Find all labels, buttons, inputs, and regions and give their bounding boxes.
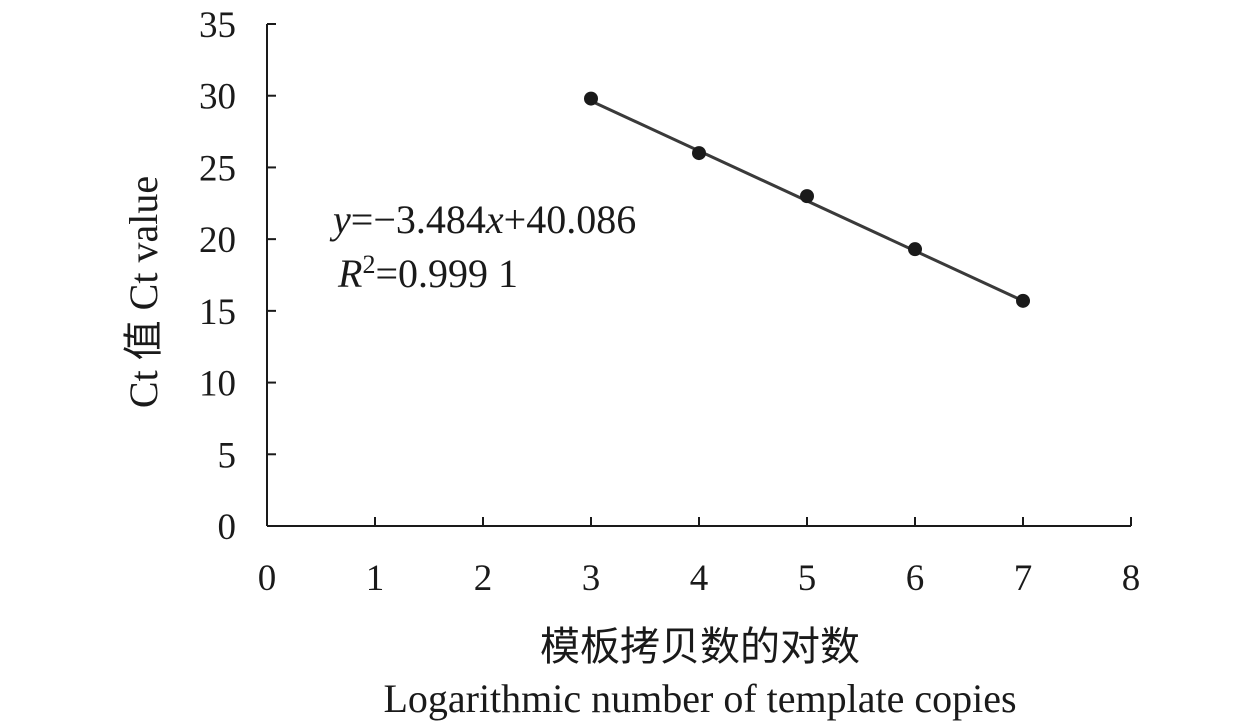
x-tick-label: 5 bbox=[798, 558, 817, 599]
data-point bbox=[1016, 293, 1030, 308]
r2-var: R bbox=[337, 251, 362, 296]
x-tick-label: 8 bbox=[1122, 558, 1141, 599]
data-point bbox=[584, 91, 598, 106]
eq-intercept-part: +40.086 bbox=[504, 197, 637, 242]
data-point bbox=[800, 189, 814, 204]
x-tick-label: 4 bbox=[690, 558, 709, 599]
eq-y-var: y bbox=[329, 197, 351, 242]
y-tick-label: 20 bbox=[199, 220, 236, 261]
eq-slope-part: =−3.484 bbox=[351, 197, 486, 242]
tick-labels: 0 1 2 3 4 5 6 7 8 0 5 10 15 20 25 30 35 bbox=[199, 5, 1140, 599]
eq-x-var: x bbox=[485, 197, 504, 242]
data-points bbox=[584, 91, 1030, 308]
y-tick-label: 15 bbox=[199, 292, 236, 333]
x-tick-label: 3 bbox=[582, 558, 601, 599]
tick-marks bbox=[267, 23, 1132, 526]
y-tick-label: 10 bbox=[199, 364, 236, 405]
x-tick-label: 2 bbox=[474, 558, 493, 599]
r2-superscript: 2 bbox=[362, 250, 375, 279]
x-tick-label: 0 bbox=[258, 558, 277, 599]
x-axis-label-line-2: Logarithmic number of template copies bbox=[383, 676, 1016, 721]
y-tick-label: 25 bbox=[199, 148, 236, 189]
y-axis-label: Ct 值 Ct value bbox=[121, 176, 166, 408]
x-tick-label: 7 bbox=[1014, 558, 1033, 599]
x-tick-label: 6 bbox=[906, 558, 925, 599]
r2-annotation: R2=0.999 1 bbox=[337, 250, 518, 296]
y-tick-label: 0 bbox=[218, 507, 237, 548]
data-point bbox=[908, 242, 922, 257]
y-tick-label: 30 bbox=[199, 77, 236, 118]
y-tick-label: 35 bbox=[199, 5, 236, 46]
equation-annotation: y=−3.484x+40.086 bbox=[329, 197, 636, 242]
r2-value: =0.999 1 bbox=[375, 251, 518, 296]
y-tick-label: 5 bbox=[218, 435, 237, 476]
x-axis-label-line-1: 模板拷贝数的对数 bbox=[540, 624, 860, 669]
x-tick-label: 1 bbox=[366, 558, 385, 599]
data-point bbox=[692, 146, 706, 161]
